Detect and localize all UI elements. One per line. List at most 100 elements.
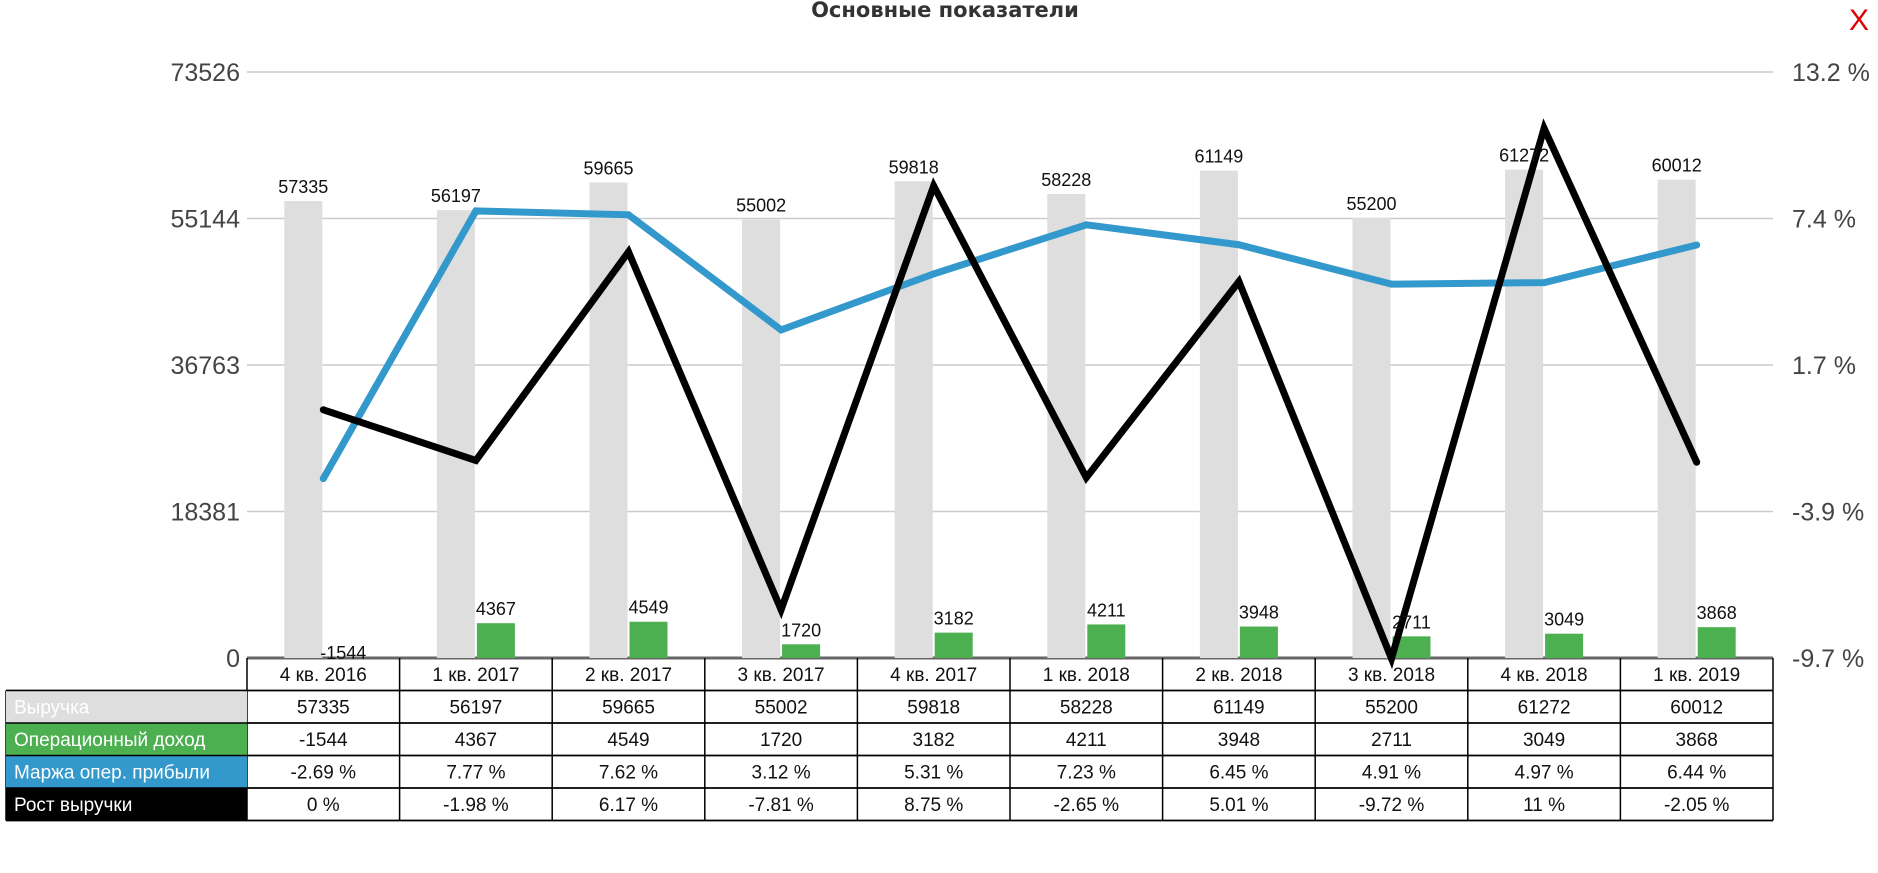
- legend-swatch: [6, 690, 247, 723]
- revenue-bar: [284, 201, 323, 658]
- operating-income-bar: [476, 623, 515, 658]
- table-cell: -1.98 %: [443, 795, 509, 816]
- revenue-growth-point: [1082, 474, 1090, 482]
- left-axis-tick-label: 18381: [170, 499, 240, 527]
- revenue-data-label: 56197: [431, 186, 481, 206]
- axes: 0 -9.7 % 18381 -3.9 % 36763 1.7 % 55144 7.4 % 73…: [170, 59, 1869, 673]
- data-labels: 57335 56197 59665 55002 59818 58228 61149 55200…: [278, 146, 1736, 663]
- revenue-data-label: 59665: [583, 158, 633, 178]
- table-cell: 4549: [607, 730, 649, 751]
- revenue-growth-point: [1388, 655, 1395, 663]
- right-axis-tick-label: 13.2 %: [1792, 59, 1870, 87]
- revenue-growth-point: [319, 406, 327, 414]
- table-cell: 61149: [1213, 698, 1264, 719]
- table-cell: -9.72 %: [1359, 795, 1425, 816]
- table-cell: 4.97 %: [1515, 763, 1574, 784]
- table-cell: 59665: [602, 698, 655, 719]
- right-axis-tick-label: -9.7 %: [1792, 645, 1864, 673]
- table-cell: -2.69 %: [291, 763, 357, 784]
- revenue-bar: [1047, 193, 1086, 658]
- operating-margin-point: [472, 207, 480, 215]
- revenue-data-label: 55200: [1346, 194, 1396, 214]
- revenue-growth-point: [777, 606, 785, 614]
- revenue-growth-point: [1693, 458, 1701, 466]
- revenue-bar: [1199, 170, 1238, 658]
- table-cell: -1544: [299, 730, 348, 751]
- operating-margin-point: [930, 270, 938, 278]
- category-label: 2 кв. 2018: [1195, 665, 1282, 686]
- table-cell: 56197: [449, 698, 502, 719]
- revenue-data-label: 57335: [278, 177, 328, 197]
- operating-margin-point: [319, 475, 327, 483]
- left-axis-tick-label: 73526: [170, 59, 240, 87]
- operating-margin-line: [320, 207, 1698, 481]
- category-label: 1 кв. 2019: [1653, 665, 1740, 686]
- table-cell: 55200: [1365, 698, 1418, 719]
- table-cell: 7.62 %: [599, 763, 658, 784]
- revenue-data-label: 59818: [889, 157, 939, 177]
- left-axis-tick-label: 36763: [170, 352, 240, 380]
- operating-income-data-label: 3182: [934, 609, 974, 629]
- revenue-growth-point: [472, 456, 480, 464]
- table-cell: 3182: [913, 730, 955, 751]
- revenue-bar: [436, 210, 475, 658]
- table-cell: 57335: [297, 698, 350, 719]
- operating-income-data-label: 4549: [628, 598, 668, 618]
- revenue-data-label: 61272: [1499, 146, 1549, 166]
- revenue-growth-point: [1235, 278, 1243, 286]
- table-cell: 4367: [455, 730, 497, 751]
- operating-income-data-label: 3948: [1239, 603, 1279, 623]
- category-label: 3 кв. 2017: [738, 665, 825, 686]
- revenue-bar: [894, 181, 933, 658]
- category-label: 4 кв. 2017: [890, 665, 977, 686]
- right-axis-tick-label: 1.7 %: [1792, 352, 1856, 380]
- operating-income-bar: [1392, 636, 1431, 658]
- left-axis-tick-label: 0: [226, 645, 240, 673]
- table-cell: 6.45 %: [1209, 763, 1268, 784]
- revenue-growth-point: [625, 248, 632, 256]
- legend-swatch: [6, 788, 247, 821]
- table-cell: 2711: [1371, 730, 1412, 751]
- operating-income-data-label: -1544: [320, 643, 366, 663]
- left-axis-tick-label: 55144: [170, 206, 240, 234]
- table-cell: 6.44 %: [1667, 763, 1726, 784]
- revenue-data-label: 58228: [1041, 170, 1091, 190]
- legend-label: Операционный доход: [14, 730, 205, 751]
- table-cell: -2.05 %: [1664, 795, 1730, 816]
- operating-income-data-label: 4367: [476, 599, 516, 619]
- table-cell: -7.81 %: [748, 795, 814, 816]
- table-cell: 4211: [1066, 730, 1107, 751]
- lines: [319, 118, 1701, 670]
- table-cell: 3.12 %: [752, 763, 811, 784]
- category-label: 1 кв. 2017: [432, 665, 519, 686]
- operating-margin-point: [625, 211, 632, 219]
- legend-label: Маржа опер. прибыли: [14, 763, 210, 784]
- table-cell: 6.17 %: [599, 795, 658, 816]
- table-cell: 7.77 %: [446, 763, 505, 784]
- table-cell: 60012: [1670, 698, 1723, 719]
- operating-income-bar: [1087, 624, 1126, 658]
- revenue-bar: [589, 182, 628, 659]
- operating-income-data-label: 2711: [1392, 612, 1431, 632]
- table-cell: 11 %: [1523, 795, 1565, 816]
- legend-label: Выручка: [14, 698, 90, 719]
- category-label: 1 кв. 2018: [1043, 665, 1130, 686]
- table-cell: 59818: [907, 698, 960, 719]
- category-label: 2 кв. 2017: [585, 665, 672, 686]
- operating-income-bar: [782, 644, 821, 658]
- close-icon[interactable]: X: [1849, 4, 1870, 37]
- table-cell: 55002: [755, 698, 808, 719]
- operating-income-bar: [1545, 633, 1584, 658]
- operating-income-bar: [629, 621, 668, 658]
- revenue-growth-point: [930, 182, 938, 190]
- table-cell: 5.31 %: [904, 763, 963, 784]
- operating-income-data-label: 3868: [1697, 603, 1737, 623]
- operating-income-data-label: 3049: [1544, 610, 1584, 630]
- table-cell: 3868: [1676, 730, 1718, 751]
- operating-margin-point: [1693, 241, 1701, 249]
- legend-swatch: [6, 755, 247, 788]
- table-cell: 8.75 %: [904, 795, 963, 816]
- operating-income-bar: [934, 632, 973, 658]
- chart-title: Основные показатели: [811, 0, 1079, 22]
